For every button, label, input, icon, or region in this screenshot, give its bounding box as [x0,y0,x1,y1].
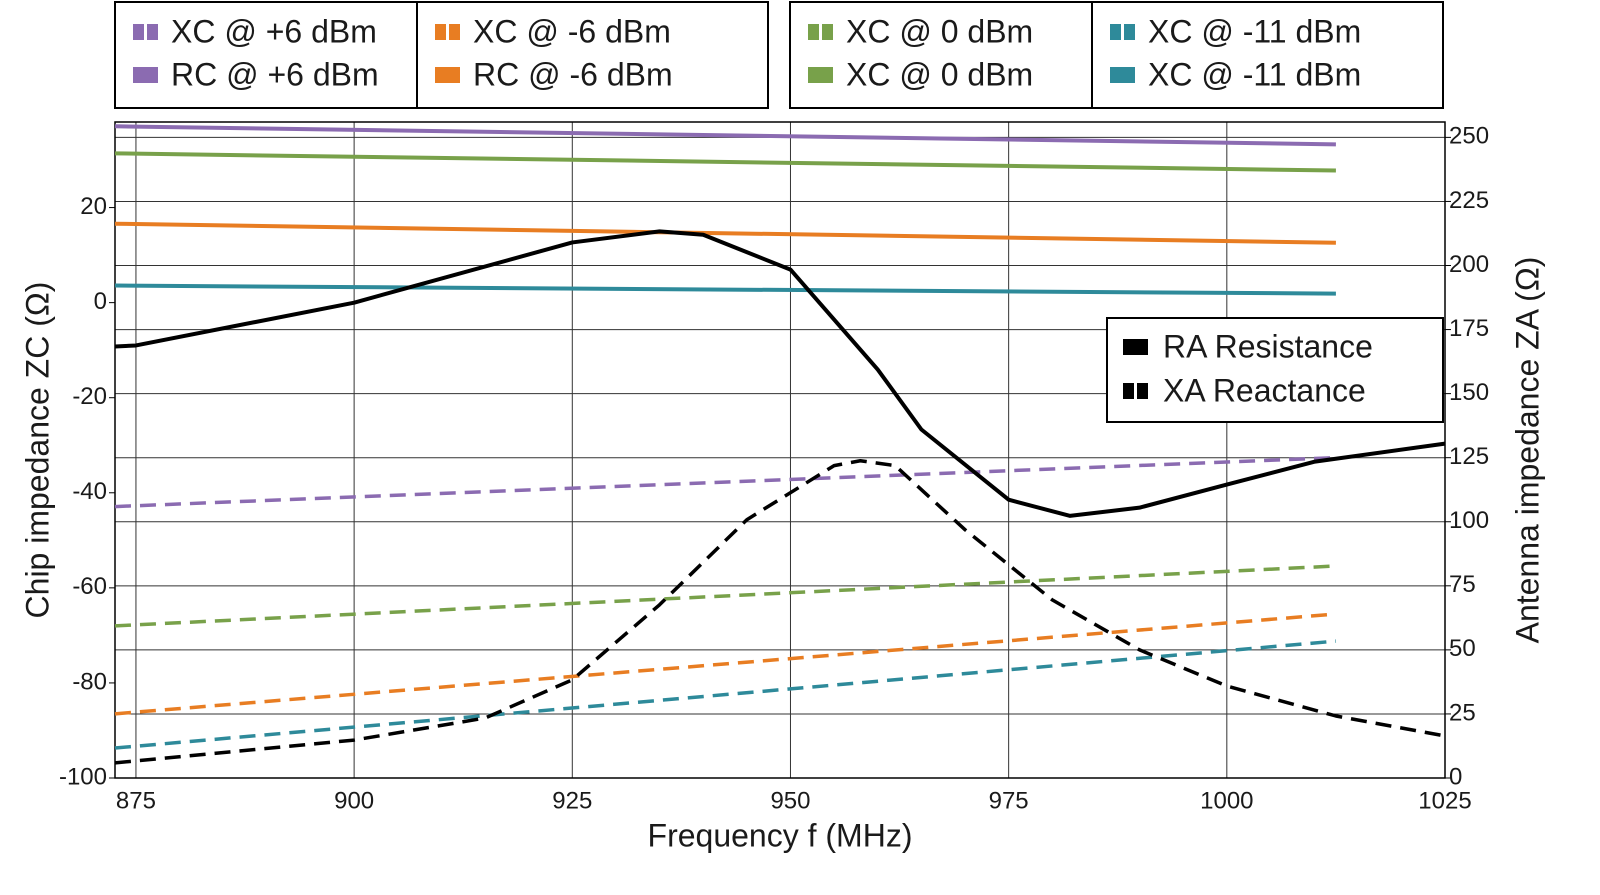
x-tick-label: 925 [552,787,592,814]
x-tick-label: 975 [989,787,1029,814]
y2-axis-title: Antenna impedance ZA (Ω) [1509,257,1545,644]
legend-label: RC @ -6 dBm [473,56,673,92]
legend-marker [1123,339,1148,355]
legend-label: XA Reactance [1163,372,1366,408]
legend-label: XC @ 0 dBm [846,13,1033,49]
legend-box [1106,317,1444,423]
y2-tick-label: 225 [1449,187,1489,214]
legend-marker [1110,24,1121,40]
x-axis-title: Frequency f (MHz) [648,817,913,853]
legend-marker [1110,67,1135,83]
series-line [114,455,1336,509]
legend-label: XC @ -6 dBm [473,13,671,49]
legend-marker [1124,24,1135,40]
x-tick-label: 1000 [1200,787,1253,814]
legend-marker [133,67,158,83]
x-tick-label: 900 [334,787,374,814]
y2-tick-label: 25 [1449,699,1476,726]
legend-label: XC @ 0 dBm [846,56,1033,92]
legend-marker [147,24,158,40]
legend-label: RC @ +6 dBm [171,56,379,92]
plot-frame [114,121,1446,779]
y-axis-title: Chip impedance ZC (Ω) [19,282,55,619]
legend-marker [1137,383,1148,399]
series-line [114,221,1336,245]
y2-tick-label: 75 [1449,571,1476,598]
series-line [114,612,1337,716]
legend-marker [435,24,446,40]
series-line [114,283,1336,296]
legend-marker [435,67,460,83]
legend-marker [822,24,833,40]
y-tick-label: 0 [94,288,107,315]
series-line [114,151,1336,173]
x-tick-label: 950 [770,787,810,814]
y2-tick-label: 125 [1449,443,1489,470]
legend-box [114,1,769,109]
legend-marker [808,24,819,40]
y2-tick-label: 0 [1449,763,1462,790]
y-tick-label: 20 [80,193,107,220]
legend-label: XC @ -11 dBm [1148,13,1361,49]
y2-tick-label: 150 [1449,379,1489,406]
y2-tick-label: 50 [1449,635,1476,662]
y-tick-label: -100 [59,763,107,790]
legend-label: XC @ -11 dBm [1148,56,1361,92]
y2-tick-label: 175 [1449,315,1489,342]
legend-marker [449,24,460,40]
series-line [114,229,1446,518]
legend-box [789,1,1444,109]
y-tick-label: -40 [72,478,107,505]
legend-label: XC @ +6 dBm [171,13,377,49]
legend-marker [1123,383,1134,399]
y2-tick-label: 100 [1449,507,1489,534]
series-line [114,459,1446,765]
y-tick-label: -20 [72,383,107,410]
y-tick-label: -80 [72,668,107,695]
x-tick-label: 875 [116,787,156,814]
x-tick-label: 1025 [1418,787,1471,814]
legend-marker [808,67,833,83]
y-tick-label: -60 [72,573,107,600]
y2-tick-label: 250 [1449,123,1489,150]
series-line [114,124,1336,147]
y2-tick-label: 200 [1449,251,1489,278]
series-line [114,564,1336,628]
legend-label: RA Resistance [1163,328,1373,364]
series-line [114,639,1337,750]
legend-marker [133,24,144,40]
